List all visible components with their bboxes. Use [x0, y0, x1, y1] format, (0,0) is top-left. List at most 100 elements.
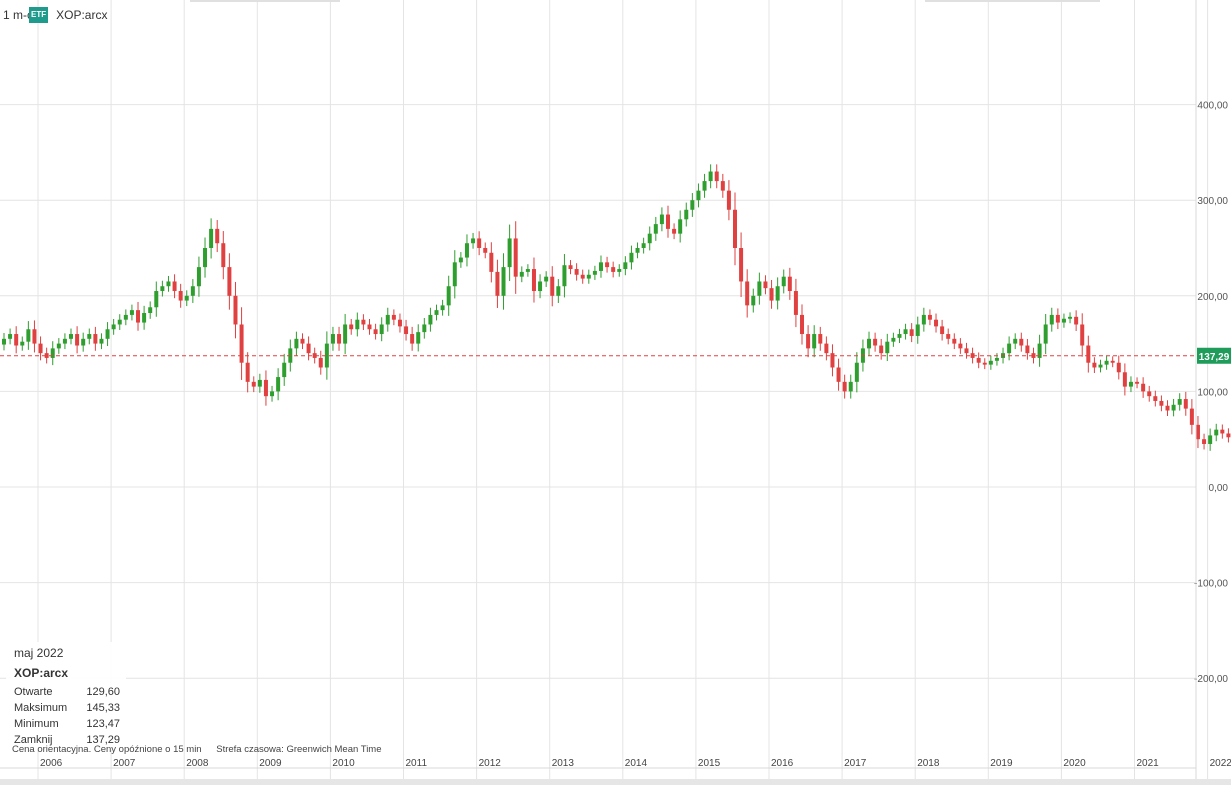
horizontal-scrollbar[interactable]: [0, 779, 1231, 785]
candle: [1171, 398, 1176, 417]
candle-body: [178, 291, 183, 301]
candle: [178, 283, 183, 308]
candle: [653, 216, 658, 241]
candle-body: [952, 338, 957, 344]
ticker-symbol[interactable]: XOP:arcx: [56, 8, 108, 22]
candle: [422, 317, 427, 339]
info-date: maj 2022: [14, 646, 64, 660]
candle-body: [879, 345, 884, 354]
candle: [958, 338, 963, 354]
candle-body: [611, 267, 616, 272]
candle: [617, 264, 622, 277]
candle-body: [556, 286, 561, 296]
candle: [988, 355, 993, 370]
candle-body: [26, 329, 31, 342]
candle-body: [1080, 324, 1085, 346]
candle-body: [123, 314, 128, 320]
candle-body: [56, 343, 61, 349]
toolbar-strip: [925, 0, 1100, 2]
candle-body: [696, 190, 701, 201]
candle: [659, 207, 664, 232]
candle: [458, 252, 463, 268]
info-row-close: Zamknij 137,29: [14, 732, 120, 748]
candle: [952, 333, 957, 350]
info-value: 145,33: [86, 702, 120, 714]
candle: [306, 336, 311, 361]
x-tick-label: 2006: [40, 758, 63, 769]
candle-body: [580, 274, 585, 279]
x-tick-label: 2008: [186, 758, 209, 769]
candle-body: [458, 257, 463, 263]
candle-body: [227, 267, 232, 296]
candle-body: [726, 190, 731, 210]
candle-body: [373, 329, 378, 335]
candle: [32, 320, 37, 353]
candle: [1189, 399, 1194, 435]
candle: [1068, 312, 1073, 324]
candle-body: [50, 348, 55, 358]
candle: [233, 281, 238, 339]
y-tick-label: 0,00: [1209, 483, 1229, 494]
candle: [1043, 313, 1048, 355]
candle-body: [940, 326, 945, 335]
candle-body: [1153, 396, 1158, 401]
candle-body: [14, 334, 19, 346]
candle: [544, 271, 549, 287]
candle-body: [87, 334, 92, 339]
candle-body: [434, 310, 439, 315]
candle: [8, 328, 13, 345]
candle-body: [20, 341, 25, 346]
candle-body: [251, 381, 256, 387]
candle: [209, 218, 214, 259]
candle: [215, 220, 220, 253]
candle-body: [885, 341, 890, 354]
candle-body: [690, 200, 695, 210]
candle: [154, 281, 159, 317]
candle: [50, 341, 55, 366]
candle-body: [464, 243, 469, 258]
candle-body: [75, 334, 80, 346]
candle-body: [934, 319, 939, 327]
candle: [300, 333, 305, 350]
candle: [915, 316, 920, 344]
info-label: Minimum: [14, 718, 59, 730]
candle-body: [781, 276, 786, 287]
candle-body: [653, 224, 658, 234]
candle-body: [318, 357, 323, 368]
candle: [2, 332, 6, 351]
candle-body: [574, 269, 579, 275]
candle: [87, 328, 92, 345]
candle: [507, 224, 512, 281]
candle-body: [836, 367, 841, 382]
candle-body: [166, 281, 171, 287]
candle-body: [1135, 381, 1140, 384]
candle-body: [93, 334, 98, 344]
candle-body: [367, 324, 372, 330]
candle: [1128, 376, 1133, 393]
candle: [1220, 424, 1225, 439]
candle-body: [233, 295, 238, 325]
candle-body: [1025, 345, 1030, 354]
candle: [1226, 428, 1231, 443]
candle-body: [343, 324, 348, 344]
candle-body: [203, 248, 208, 268]
candle-body: [8, 334, 13, 339]
candle: [1208, 428, 1213, 451]
candle: [879, 339, 884, 360]
candle-body: [970, 353, 975, 358]
candle: [440, 299, 445, 316]
candle: [410, 326, 415, 351]
candle-body: [672, 228, 677, 234]
candle: [477, 231, 482, 256]
candle-body: [245, 362, 250, 382]
interval-selector[interactable]: 1 m-c: [3, 8, 33, 22]
candle: [976, 352, 981, 369]
delay-note: Cena orientacyjna. Ceny opóźnione o 15 m…: [12, 744, 202, 755]
candle-body: [1165, 405, 1170, 411]
candle: [489, 242, 494, 283]
candle: [769, 279, 774, 309]
info-row-open: Otwarte 129,60: [14, 684, 120, 700]
x-tick-label: 2016: [771, 758, 794, 769]
candle: [318, 350, 323, 375]
